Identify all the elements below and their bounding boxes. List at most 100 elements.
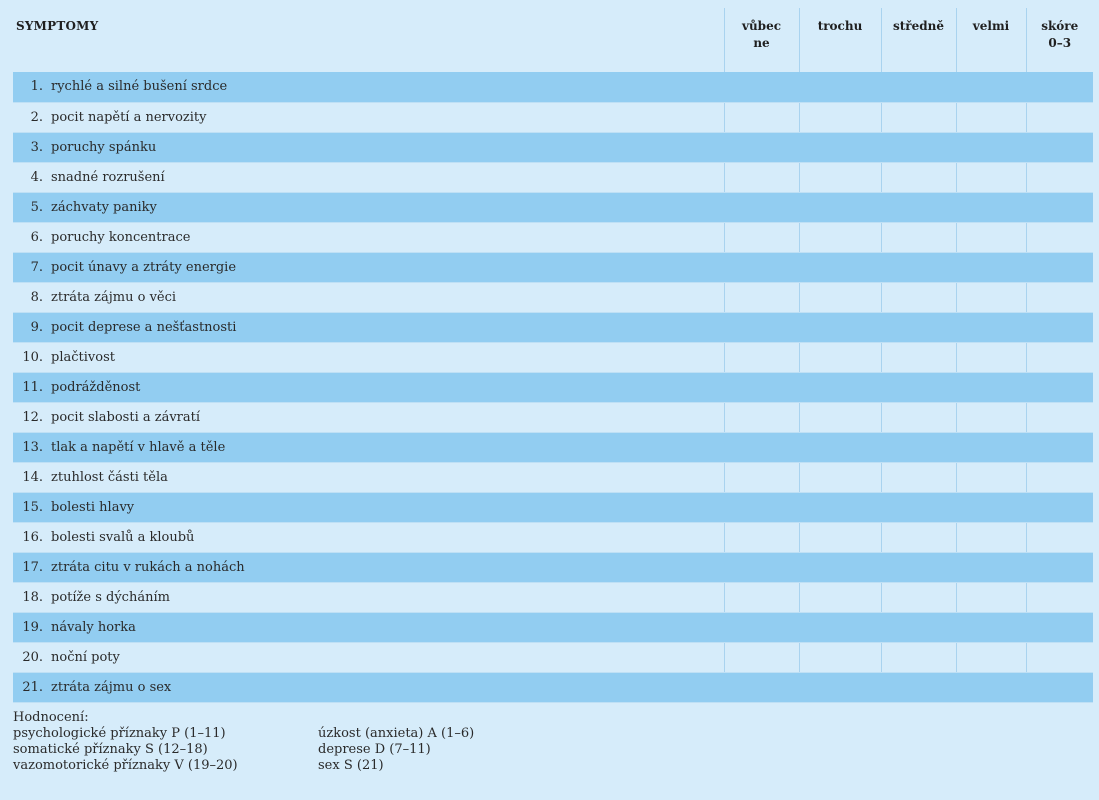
cell-score[interactable] xyxy=(1025,102,1093,133)
cell-score[interactable] xyxy=(1025,222,1093,253)
cell-score[interactable] xyxy=(1025,672,1093,703)
cell-not-at-all[interactable] xyxy=(723,672,799,703)
cell-a-little[interactable] xyxy=(798,432,881,463)
cell-score[interactable] xyxy=(1025,642,1093,673)
cell-not-at-all[interactable] xyxy=(723,432,799,463)
cell-a-little[interactable] xyxy=(798,72,881,103)
cell-score[interactable] xyxy=(1025,552,1093,583)
cell-a-little[interactable] xyxy=(798,672,881,703)
cell-moderately[interactable] xyxy=(880,312,956,343)
cell-score[interactable] xyxy=(1025,192,1093,223)
cell-not-at-all[interactable] xyxy=(723,192,799,223)
cell-very[interactable] xyxy=(955,582,1026,613)
cell-a-little[interactable] xyxy=(798,102,881,133)
cell-not-at-all[interactable] xyxy=(723,102,799,133)
cell-a-little[interactable] xyxy=(798,642,881,673)
cell-score[interactable] xyxy=(1025,402,1093,433)
cell-score[interactable] xyxy=(1025,432,1093,463)
cell-very[interactable] xyxy=(955,342,1026,373)
cell-moderately[interactable] xyxy=(880,132,956,163)
cell-not-at-all[interactable] xyxy=(723,552,799,583)
cell-moderately[interactable] xyxy=(880,522,956,553)
cell-not-at-all[interactable] xyxy=(723,492,799,523)
cell-not-at-all[interactable] xyxy=(723,312,799,343)
cell-a-little[interactable] xyxy=(798,282,881,313)
cell-a-little[interactable] xyxy=(798,342,881,373)
cell-not-at-all[interactable] xyxy=(723,612,799,643)
cell-a-little[interactable] xyxy=(798,612,881,643)
cell-moderately[interactable] xyxy=(880,402,956,433)
cell-moderately[interactable] xyxy=(880,192,956,223)
cell-very[interactable] xyxy=(955,612,1026,643)
cell-moderately[interactable] xyxy=(880,252,956,283)
cell-score[interactable] xyxy=(1025,612,1093,643)
cell-not-at-all[interactable] xyxy=(723,642,799,673)
cell-score[interactable] xyxy=(1025,282,1093,313)
cell-a-little[interactable] xyxy=(798,552,881,583)
cell-very[interactable] xyxy=(955,522,1026,553)
cell-moderately[interactable] xyxy=(880,642,956,673)
cell-a-little[interactable] xyxy=(798,162,881,193)
cell-a-little[interactable] xyxy=(798,372,881,403)
cell-not-at-all[interactable] xyxy=(723,522,799,553)
cell-a-little[interactable] xyxy=(798,132,881,163)
cell-very[interactable] xyxy=(955,192,1026,223)
cell-moderately[interactable] xyxy=(880,672,956,703)
cell-moderately[interactable] xyxy=(880,582,956,613)
cell-very[interactable] xyxy=(955,462,1026,493)
cell-score[interactable] xyxy=(1025,312,1093,343)
cell-moderately[interactable] xyxy=(880,432,956,463)
cell-moderately[interactable] xyxy=(880,222,956,253)
cell-moderately[interactable] xyxy=(880,342,956,373)
cell-score[interactable] xyxy=(1025,72,1093,103)
cell-moderately[interactable] xyxy=(880,492,956,523)
cell-very[interactable] xyxy=(955,432,1026,463)
cell-not-at-all[interactable] xyxy=(723,162,799,193)
cell-score[interactable] xyxy=(1025,372,1093,403)
cell-very[interactable] xyxy=(955,372,1026,403)
cell-moderately[interactable] xyxy=(880,72,956,103)
cell-a-little[interactable] xyxy=(798,522,881,553)
cell-a-little[interactable] xyxy=(798,492,881,523)
cell-not-at-all[interactable] xyxy=(723,72,799,103)
cell-a-little[interactable] xyxy=(798,222,881,253)
cell-moderately[interactable] xyxy=(880,102,956,133)
cell-score[interactable] xyxy=(1025,492,1093,523)
cell-not-at-all[interactable] xyxy=(723,402,799,433)
cell-score[interactable] xyxy=(1025,462,1093,493)
cell-very[interactable] xyxy=(955,312,1026,343)
cell-a-little[interactable] xyxy=(798,312,881,343)
cell-score[interactable] xyxy=(1025,582,1093,613)
cell-score[interactable] xyxy=(1025,342,1093,373)
cell-very[interactable] xyxy=(955,672,1026,703)
cell-very[interactable] xyxy=(955,72,1026,103)
cell-moderately[interactable] xyxy=(880,372,956,403)
cell-very[interactable] xyxy=(955,162,1026,193)
cell-very[interactable] xyxy=(955,102,1026,133)
cell-a-little[interactable] xyxy=(798,192,881,223)
cell-very[interactable] xyxy=(955,492,1026,523)
cell-not-at-all[interactable] xyxy=(723,222,799,253)
cell-not-at-all[interactable] xyxy=(723,342,799,373)
cell-not-at-all[interactable] xyxy=(723,282,799,313)
cell-a-little[interactable] xyxy=(798,582,881,613)
cell-score[interactable] xyxy=(1025,252,1093,283)
cell-very[interactable] xyxy=(955,252,1026,283)
cell-very[interactable] xyxy=(955,552,1026,583)
cell-very[interactable] xyxy=(955,132,1026,163)
cell-moderately[interactable] xyxy=(880,552,956,583)
cell-not-at-all[interactable] xyxy=(723,252,799,283)
cell-moderately[interactable] xyxy=(880,462,956,493)
cell-moderately[interactable] xyxy=(880,612,956,643)
cell-not-at-all[interactable] xyxy=(723,462,799,493)
cell-not-at-all[interactable] xyxy=(723,582,799,613)
cell-not-at-all[interactable] xyxy=(723,132,799,163)
cell-very[interactable] xyxy=(955,402,1026,433)
cell-a-little[interactable] xyxy=(798,402,881,433)
cell-very[interactable] xyxy=(955,282,1026,313)
cell-a-little[interactable] xyxy=(798,462,881,493)
cell-score[interactable] xyxy=(1025,132,1093,163)
cell-moderately[interactable] xyxy=(880,162,956,193)
cell-moderately[interactable] xyxy=(880,282,956,313)
cell-not-at-all[interactable] xyxy=(723,372,799,403)
